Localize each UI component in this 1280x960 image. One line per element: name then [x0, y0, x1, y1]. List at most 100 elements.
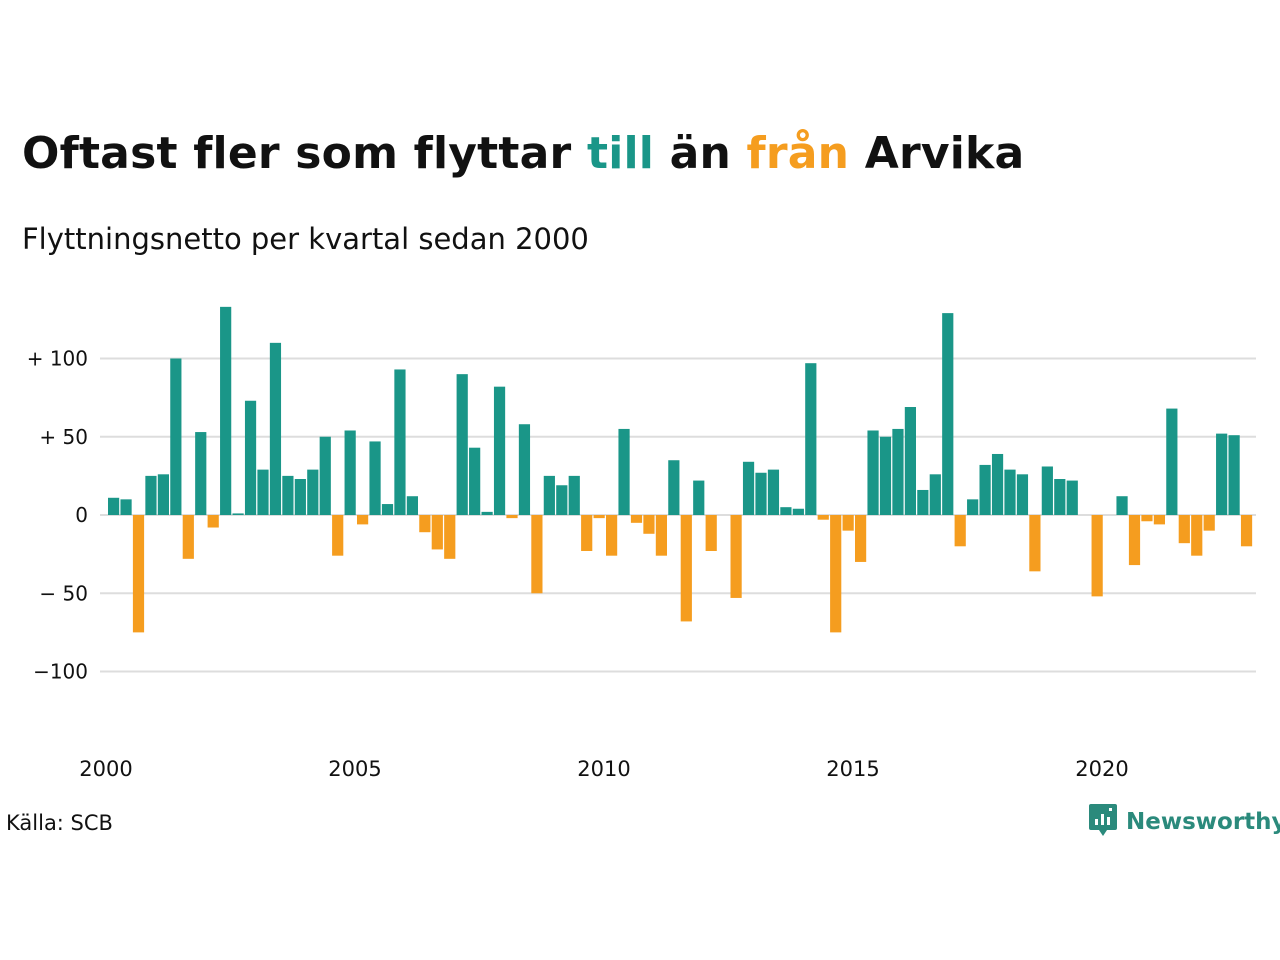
bar	[195, 432, 207, 515]
bar	[307, 469, 319, 515]
bar	[157, 474, 169, 515]
bar	[1128, 515, 1141, 566]
bar	[444, 515, 456, 559]
bar	[1228, 435, 1240, 515]
bar	[469, 447, 481, 515]
bar	[257, 469, 269, 515]
title-text-3: Arvika	[849, 128, 1025, 179]
bar-chart: + 100 + 50 0 − 50 −100 2000 2005 2010 2015 2020	[27, 306, 1256, 781]
bar	[269, 342, 282, 515]
bar	[1054, 479, 1066, 515]
y-tick-label: + 100	[27, 347, 88, 371]
bar	[792, 508, 804, 515]
bar	[593, 515, 605, 519]
bar	[705, 515, 717, 551]
bar	[991, 453, 1004, 515]
bar	[1004, 469, 1016, 515]
bar	[730, 515, 742, 598]
bar	[1203, 515, 1215, 531]
bar	[655, 515, 667, 556]
chart-subtitle: Flyttningsnetto per kvartal sedan 2000	[22, 222, 589, 256]
bar	[556, 485, 568, 515]
bar	[232, 513, 244, 515]
bar	[668, 460, 680, 515]
bar	[954, 515, 966, 547]
bar	[1066, 480, 1078, 515]
bar	[1178, 515, 1190, 544]
bar	[1153, 515, 1165, 525]
bar	[481, 511, 493, 515]
bar	[518, 424, 531, 515]
bar	[618, 428, 630, 516]
bar	[456, 374, 468, 515]
bar	[1141, 515, 1153, 522]
brand-name: Newsworthy	[1126, 809, 1280, 835]
bar	[942, 313, 954, 515]
bar	[643, 515, 655, 534]
bar	[817, 515, 829, 520]
bar	[132, 515, 145, 633]
x-tick-label: 2000	[79, 757, 132, 781]
bar	[493, 386, 506, 515]
y-tick-labels: + 100 + 50 0 − 50 −100	[27, 347, 88, 684]
bar	[282, 475, 294, 516]
bar	[929, 474, 941, 515]
bar	[357, 515, 369, 525]
bar	[381, 504, 394, 516]
bar	[1041, 466, 1053, 516]
bar	[879, 436, 892, 515]
x-tick-label: 2020	[1075, 757, 1128, 781]
x-tick-labels: 2000 2005 2010 2015 2020	[79, 757, 1128, 781]
title-text-1: Oftast fler som flyttar	[22, 128, 587, 179]
bar	[145, 475, 157, 516]
title-word-fran: från	[746, 128, 850, 179]
bar	[680, 515, 692, 622]
bar	[568, 475, 580, 516]
bar	[1191, 515, 1203, 556]
bar	[892, 428, 904, 516]
bar	[1240, 515, 1253, 547]
bar	[830, 515, 842, 633]
bar	[967, 499, 979, 515]
bar	[630, 515, 643, 523]
bar	[543, 475, 555, 516]
y-tick-label: −100	[33, 660, 88, 684]
bar	[805, 363, 817, 515]
bar	[108, 497, 120, 515]
brand-logo[interactable]: Newsworthy	[1088, 803, 1280, 841]
bar	[419, 515, 431, 533]
bar	[319, 436, 331, 515]
title-word-till: till	[586, 128, 655, 179]
bar	[294, 479, 306, 515]
bar	[1091, 515, 1103, 597]
bar	[755, 472, 767, 515]
bar	[1016, 474, 1029, 515]
bar	[742, 461, 755, 515]
x-tick-label: 2010	[577, 757, 630, 781]
bar	[531, 515, 543, 594]
bar	[244, 400, 257, 515]
bar	[332, 515, 344, 556]
title-text-2: än	[654, 128, 747, 179]
bar	[1166, 408, 1178, 515]
bar	[182, 515, 194, 559]
source-label: Källa: SCB	[6, 811, 113, 835]
bar	[120, 499, 132, 515]
bar	[344, 430, 356, 515]
bar	[855, 515, 867, 562]
bar	[394, 369, 406, 515]
x-tick-label: 2015	[826, 757, 879, 781]
chart-title: Oftast fler som flyttar till än från Arv…	[22, 128, 1024, 179]
newsworthy-logo-icon	[1088, 803, 1118, 841]
bar	[220, 306, 232, 515]
bar	[767, 469, 780, 515]
bar	[867, 430, 879, 515]
bar	[1216, 433, 1228, 515]
bar	[606, 515, 618, 556]
bar	[581, 515, 593, 551]
bar	[780, 507, 792, 515]
bar	[979, 464, 991, 515]
y-tick-label: 0	[75, 503, 88, 527]
bar	[406, 496, 418, 515]
bar	[1029, 515, 1041, 572]
